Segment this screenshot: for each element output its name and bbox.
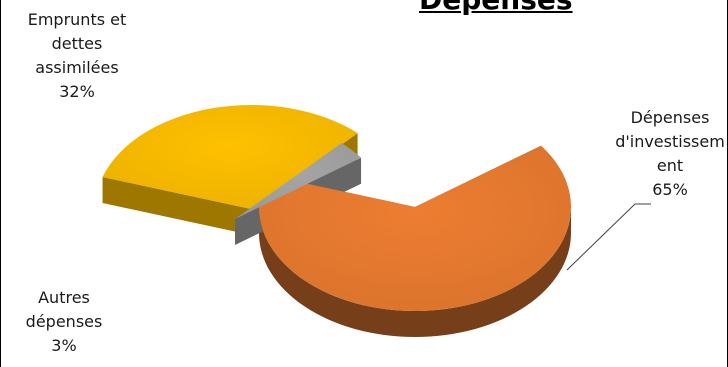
- slice-label-autres: Autres dépenses 3%: [9, 286, 119, 358]
- pie-slice: [235, 143, 362, 219]
- label-line: ent: [656, 156, 684, 175]
- label-line: Emprunts et: [27, 10, 127, 29]
- percent-label: 32%: [59, 82, 95, 101]
- label-line: Dépenses: [630, 108, 710, 127]
- pie-slice: [102, 104, 358, 209]
- label-line: Autres: [38, 288, 90, 307]
- slice-wall: [102, 177, 251, 235]
- slice-rim: [259, 207, 571, 337]
- slice-tops: [102, 104, 571, 311]
- leader-line: [566, 203, 651, 271]
- label-line: dettes: [51, 34, 103, 53]
- slice-label-investissement: Dépenses d'investissem ent 65%: [605, 106, 728, 202]
- slice-label-emprunts: Emprunts et dettes assimilées 32%: [7, 8, 147, 104]
- chart-title: Dépenses: [419, 0, 573, 16]
- label-line: d'investissem: [615, 132, 725, 151]
- percent-label: 65%: [652, 180, 688, 199]
- label-line: dépenses: [25, 312, 103, 331]
- percent-label: 3%: [51, 336, 77, 355]
- label-line: assimilées: [35, 58, 119, 77]
- pie-slice: [258, 145, 571, 311]
